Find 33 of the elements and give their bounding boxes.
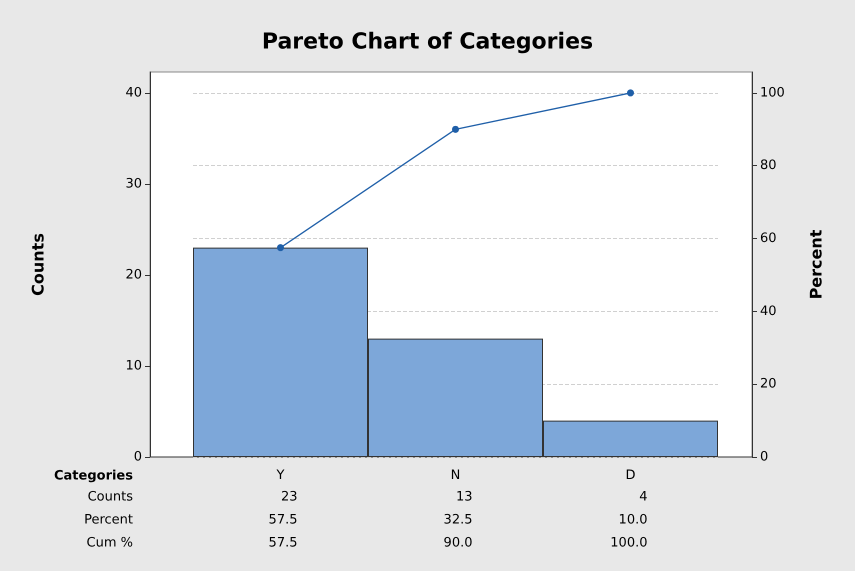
text: 10.0 xyxy=(618,512,648,528)
y-tick-label: 20 xyxy=(125,267,142,282)
data-label: 13 xyxy=(456,490,472,504)
y-tick-label: 0 xyxy=(134,450,142,464)
x-tick-label: D xyxy=(625,468,636,483)
y2-tick-label: 60 xyxy=(760,231,777,246)
y-tick-label: 10 xyxy=(125,358,142,374)
data-label: 100.0 xyxy=(610,536,648,550)
y2-axis-title: Percent xyxy=(806,229,826,300)
y2-tick-label: 40 xyxy=(760,304,777,319)
data-label: 23 xyxy=(280,490,298,504)
x-axis-title: Categories xyxy=(54,468,134,484)
point xyxy=(627,89,634,96)
point xyxy=(277,244,284,252)
y2-tick-label: 0 xyxy=(760,450,768,464)
chart-title: Pareto Chart of Categories xyxy=(262,30,594,54)
y-tick-label: 40 xyxy=(125,85,142,100)
data-label: 57.5 xyxy=(268,536,298,550)
y2-tick-label: 20 xyxy=(760,376,777,392)
y-tick-label: 30 xyxy=(125,176,142,192)
point xyxy=(452,126,459,133)
text: 57.5 xyxy=(268,512,298,528)
x-tick-label: Y xyxy=(276,468,285,483)
data-label: 4 xyxy=(639,490,648,504)
data-label: 90.0 xyxy=(444,536,472,550)
y2-tick-label: 80 xyxy=(760,158,777,174)
text: Percent xyxy=(84,512,133,528)
text: 32.5 xyxy=(444,512,472,528)
y-axis-title: Counts xyxy=(28,233,48,296)
y2-tick-label: 100 xyxy=(760,85,785,100)
text: Counts xyxy=(88,490,134,504)
x-tick-label: N xyxy=(450,468,460,483)
text: Cum % xyxy=(86,536,133,550)
